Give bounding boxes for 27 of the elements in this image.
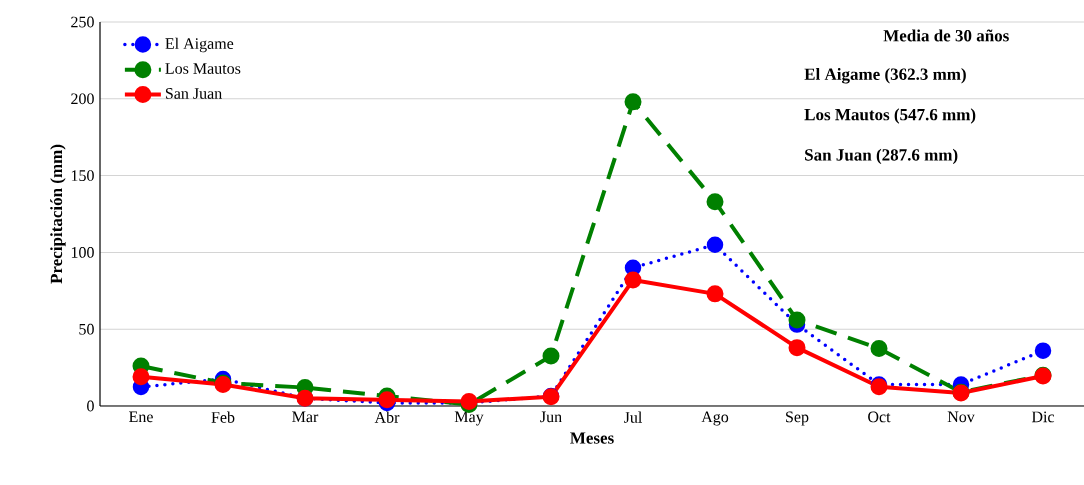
annotation: El Aigame (362.3 mm): [804, 67, 966, 84]
legend-label: El Aigame: [165, 37, 234, 53]
y-tick-label: 100: [71, 247, 94, 258]
x-tick-label: Feb: [211, 411, 235, 423]
annotation: Los Mautos (547.6 mm): [804, 108, 976, 124]
x-tick-label: Sep: [786, 411, 809, 426]
y-tick-label: 50: [79, 323, 94, 335]
y-tick-label: 250: [71, 16, 94, 28]
legend-label: San Juan: [165, 88, 222, 99]
annotation: San Juan (287.6 mm): [805, 148, 958, 165]
x-tick-label: Jun: [540, 411, 562, 423]
x-tick-label: May: [454, 411, 484, 426]
y-tick-label: 150: [71, 170, 94, 181]
annotation: Media de 30 años: [883, 29, 1009, 42]
legend-label: Los Mautos: [165, 63, 241, 74]
x-tick-label: Nov: [947, 411, 975, 423]
x-tick-label: Jul: [624, 411, 643, 423]
y-axis-title: Precipitación (mm): [50, 144, 66, 284]
x-tick-label: Mar: [292, 411, 319, 423]
y-tick-label: 200: [71, 93, 94, 105]
x-axis-title: Meses: [570, 432, 614, 444]
y-tick-label: 0: [87, 400, 94, 412]
x-tick-label: Dic: [1031, 411, 1055, 423]
x-tick-label: Ago: [701, 411, 729, 426]
x-tick-label: Abr: [374, 411, 400, 423]
x-tick-label: Ene: [129, 411, 153, 423]
x-tick-label: Oct: [868, 411, 891, 423]
